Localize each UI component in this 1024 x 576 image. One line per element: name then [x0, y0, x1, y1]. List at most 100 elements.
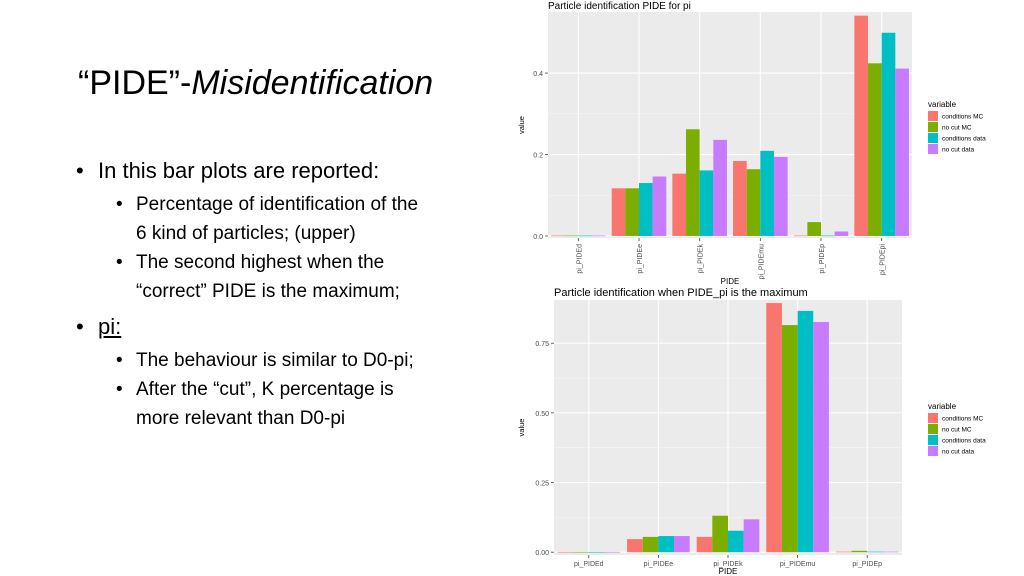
x-tick-label: pi_PIDEp	[819, 244, 826, 274]
legend-key	[928, 424, 938, 434]
x-tick-label: pi_PIDEe	[637, 244, 644, 274]
bar	[591, 235, 606, 237]
x-tick-label: pi_PIDEk	[713, 561, 743, 568]
y-axis-title: value	[517, 116, 526, 134]
legend-label: conditions MC	[942, 114, 983, 121]
legend-label: no cut MC	[942, 427, 972, 434]
y-tick-label: 0.50	[535, 411, 549, 418]
bullet-sub-line: The behaviour is similar to D0-pi;	[136, 350, 414, 371]
bar	[867, 551, 883, 553]
y-tick-label: 0.2	[533, 153, 543, 160]
legend-key	[928, 144, 938, 154]
bar	[835, 551, 852, 553]
legend-key	[928, 413, 938, 423]
chart-title: Particle identification PIDE for pi	[548, 1, 691, 12]
legend-key	[928, 446, 938, 456]
legend-title: variable	[928, 402, 957, 411]
bullet-sub: Percentage of identification of the 6 kin…	[74, 190, 504, 248]
legend-label: no cut data	[942, 147, 975, 154]
bar	[557, 551, 574, 553]
y-tick-label: 0.25	[535, 481, 549, 488]
bar	[699, 170, 714, 236]
bar	[746, 169, 761, 236]
x-tick-label: pi_PIDEmu	[758, 244, 765, 280]
x-axis-title: PIDE	[721, 277, 740, 286]
bar	[773, 156, 788, 236]
bar	[793, 235, 808, 237]
legend-label: no cut MC	[942, 125, 972, 132]
legend-key	[928, 122, 938, 132]
legend-key	[928, 435, 938, 445]
bullet-sub-line: The second highest when the	[136, 252, 385, 273]
chart-title: Particle identification when PIDE_pi is …	[554, 287, 808, 299]
bar	[588, 551, 605, 553]
bullet-main: In this bar plots are reported:	[74, 156, 504, 186]
slide-title-italic: Misidentification	[191, 64, 434, 102]
bar	[604, 551, 621, 553]
bullet-sub-line: Percentage of identification of the	[136, 194, 419, 215]
x-tick-label: pi_PIDEp	[852, 561, 882, 568]
bar	[728, 530, 744, 553]
bar	[639, 183, 653, 236]
bar-chart-pide-for-pi: Particle identification PIDE for pi 0.0 0.…	[517, 1, 986, 286]
y-tick-label: 0.75	[535, 341, 549, 348]
slide-title: “PIDE”-Misidentification	[78, 64, 433, 103]
bar	[642, 536, 659, 553]
bar	[551, 235, 565, 237]
x-tick-label: pi_PIDEmu	[780, 561, 816, 568]
legend-label: conditions MC	[942, 416, 983, 423]
bar	[712, 515, 728, 553]
bullet-sub-line: more relevant than D0-pi	[136, 408, 346, 429]
bar	[834, 231, 849, 236]
bar	[733, 161, 747, 236]
bar	[674, 536, 690, 553]
bar	[658, 536, 675, 553]
bar	[611, 188, 626, 236]
bar	[760, 150, 774, 236]
bar	[781, 325, 798, 553]
bar	[882, 551, 899, 553]
bar	[713, 139, 727, 236]
legend-label: conditions data	[942, 438, 986, 445]
bar	[851, 550, 868, 553]
y-tick-label: 0.00	[535, 550, 549, 557]
bullet-main-text: In this bar plots are reported:	[98, 158, 380, 183]
bullet-sub-line: 6 kind of particles; (upper)	[136, 223, 356, 244]
x-axis-title: PIDE	[719, 567, 738, 576]
bar	[854, 15, 869, 236]
bar	[672, 173, 687, 236]
bar	[895, 68, 909, 236]
y-tick-label: 0.0	[533, 234, 543, 241]
legend-key	[928, 133, 938, 143]
y-axis-title: value	[517, 419, 526, 437]
bar	[821, 235, 835, 237]
legend-label: conditions data	[942, 136, 986, 143]
bar	[564, 235, 579, 237]
bullet-sub: After the “cut”, K percentage is more rel…	[74, 375, 504, 433]
bar	[625, 188, 639, 236]
bar	[797, 310, 814, 553]
bar	[652, 176, 667, 236]
bullet-sub: The behaviour is similar to D0-pi;	[74, 346, 504, 375]
bullet-main-text: pi:	[98, 314, 122, 339]
bar	[868, 63, 882, 236]
bar	[696, 536, 713, 553]
legend-title: variable	[928, 100, 957, 109]
plot-panel	[548, 12, 912, 238]
bar	[627, 539, 643, 553]
bar	[578, 235, 592, 237]
x-tick-label: pi_PIDEk	[698, 244, 705, 274]
bar	[686, 129, 700, 236]
slide-title-main: “PIDE”-	[78, 64, 192, 102]
x-tick-label: pi_PIDEd	[576, 244, 583, 274]
bar	[743, 519, 760, 553]
y-tick-label: 0.4	[533, 71, 543, 78]
x-tick-label: pi_PIDEd	[574, 561, 604, 568]
bullet-list: In this bar plots are reported: Percenta…	[74, 156, 504, 433]
bullet-sub-line: After the “cut”, K percentage is	[136, 379, 394, 400]
bar	[813, 322, 829, 553]
bullet-sub: The second highest when the “correct” PID…	[74, 248, 504, 306]
x-tick-label: pi_PIDEe	[644, 561, 674, 568]
bar	[807, 222, 821, 236]
bullet-sub-line: “correct” PIDE is the maximum;	[136, 281, 400, 302]
